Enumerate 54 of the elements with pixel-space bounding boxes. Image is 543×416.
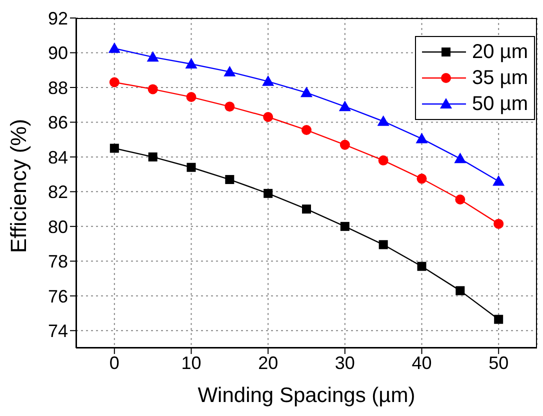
point bbox=[110, 144, 119, 153]
x-tick-label: 40 bbox=[412, 352, 432, 373]
y-tick-label: 80 bbox=[48, 216, 68, 237]
point bbox=[264, 188, 273, 198]
point bbox=[417, 262, 426, 271]
y-tick-label: 74 bbox=[48, 321, 68, 342]
y-tick-label: 78 bbox=[48, 252, 68, 272]
point bbox=[302, 204, 311, 214]
x-tick-label: 10 bbox=[181, 352, 202, 373]
point bbox=[377, 115, 390, 126]
point bbox=[454, 152, 466, 164]
point bbox=[186, 92, 196, 102]
point bbox=[262, 75, 274, 86]
point bbox=[109, 77, 120, 88]
point bbox=[300, 86, 312, 98]
point bbox=[148, 152, 158, 162]
point bbox=[338, 100, 351, 112]
point bbox=[186, 162, 196, 172]
y-tick-label: 76 bbox=[48, 286, 68, 306]
point bbox=[492, 175, 505, 186]
y-tick-label: 90 bbox=[48, 43, 68, 64]
point bbox=[494, 314, 504, 324]
point bbox=[494, 218, 504, 229]
y-tick-label: 84 bbox=[48, 147, 68, 168]
y-tick-label: 82 bbox=[48, 182, 68, 202]
point bbox=[416, 174, 427, 184]
x-tick-label: 30 bbox=[334, 352, 355, 373]
point bbox=[224, 66, 236, 76]
point bbox=[146, 51, 159, 62]
x-tick-label: 0 bbox=[109, 352, 120, 373]
point bbox=[340, 140, 350, 150]
y-tick-label: 86 bbox=[48, 112, 68, 133]
x-tick-label: 20 bbox=[258, 352, 278, 373]
point bbox=[225, 175, 234, 184]
y-axis-title: Efficiency (%) bbox=[6, 118, 31, 253]
point bbox=[378, 155, 388, 166]
point bbox=[416, 132, 428, 144]
y-tick-label: 92 bbox=[48, 8, 68, 28]
point bbox=[378, 240, 388, 250]
legend-label: 50 µm bbox=[472, 92, 528, 116]
point bbox=[224, 102, 235, 112]
x-axis-title: Winding Spacings (µm) bbox=[198, 384, 416, 407]
legend-label: 35 µm bbox=[472, 66, 528, 90]
legend-label: 20 µm bbox=[472, 40, 528, 64]
y-tick-label: 88 bbox=[48, 78, 68, 98]
point bbox=[263, 112, 274, 122]
point bbox=[340, 222, 350, 231]
point bbox=[185, 58, 198, 69]
point bbox=[456, 286, 465, 296]
point bbox=[108, 42, 120, 53]
point bbox=[455, 194, 466, 204]
x-tick-label: 50 bbox=[488, 352, 509, 373]
point bbox=[302, 125, 312, 136]
point bbox=[148, 84, 158, 94]
